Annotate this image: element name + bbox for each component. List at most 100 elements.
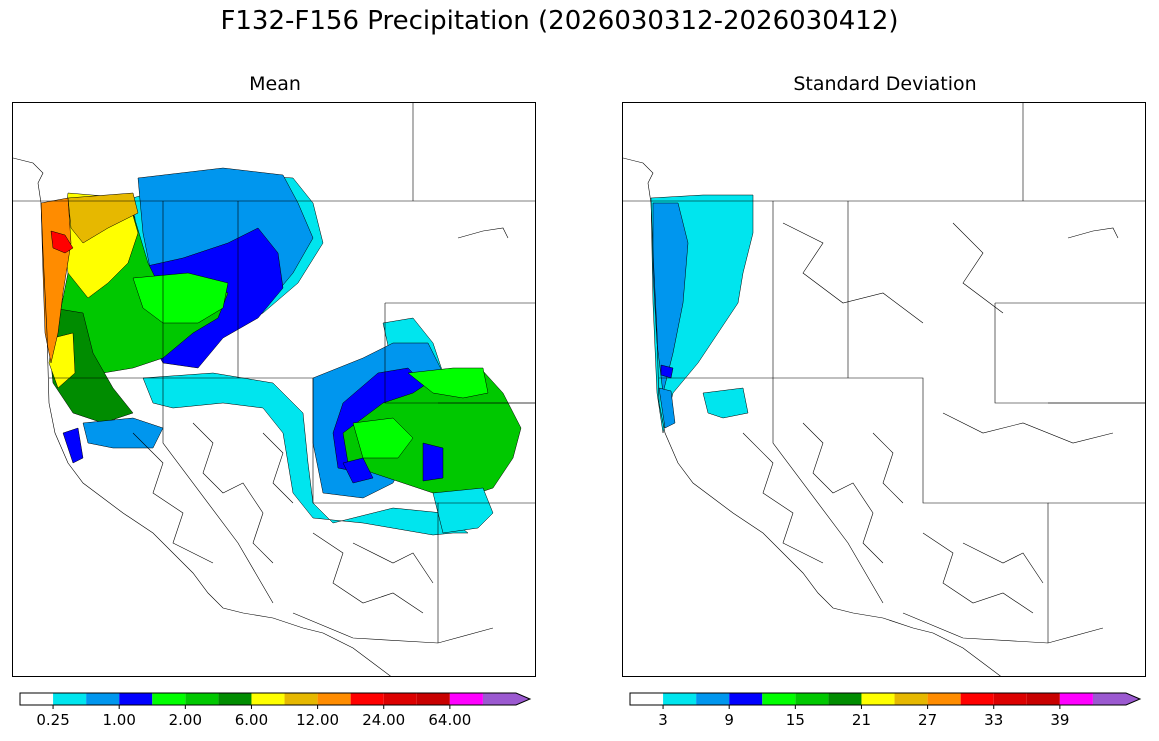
mean-colorbar-tick-label: 1.00 [102,711,136,729]
mean-colorbar-bin-8 [284,693,318,705]
std-colorbar-tick-label: 27 [918,711,938,729]
mean-fill-red [50,230,74,254]
mean-colorbar-tick-label: 24.00 [362,711,406,729]
mean-state-line-7 [162,378,274,604]
std-colorbar-tick-label: 9 [724,711,734,729]
std-colorbar-bin-0 [630,693,664,705]
std-panel-title: Standard Deviation [793,73,977,95]
std-colorbar-bin-11 [993,693,1027,705]
std-colorbar-bin-5 [795,693,829,705]
std-state-line-1 [772,201,1049,643]
mean-precip-fill [40,167,522,536]
std-state-line-5 [1048,402,1145,504]
std-colorbar-bin-12 [1026,693,1060,705]
std-basins-c [922,532,1034,614]
mean-map [12,102,536,677]
std-colorbar-tick-label: 39 [1050,711,1070,729]
mean-colorbar-bin-13 [449,693,483,705]
mean-colorbar-bin-0 [20,693,54,705]
mean-fill-darkblue-coast [62,427,84,464]
mean-colorbar-tick-label: 0.25 [36,711,70,729]
std-basins-f [782,222,924,324]
mean-colorbar-extend-arrow [482,693,530,705]
std-colorbar-bin-8 [894,693,928,705]
std-state-line-7 [772,378,884,604]
std-colorbar-tick-label: 33 [984,711,1004,729]
mean-fill-brightgreen-east [407,367,489,399]
mean-fill-brightgreen-east-2 [352,417,414,459]
mean-fill-cyan-basin [142,372,469,536]
mean-state-line-8 [292,612,494,644]
std-basins-b [742,432,824,564]
mean-colorbar-bin-3 [119,693,153,705]
std-map [622,102,1146,677]
std-great-lake [1067,227,1119,239]
mean-colorbar-outline [19,692,532,706]
std-colorbar-tick-label: 21 [851,711,871,729]
mean-colorbar-bin-12 [416,693,450,705]
std-basins-e [962,542,1044,584]
mean-colorbar-bin-1 [53,693,87,705]
std-colorbar-bin-3 [729,693,763,705]
mean-panel-title: Mean [249,73,301,95]
mean-fill-brightgreen-1 [132,272,229,324]
mean-colorbar-tick-label: 6.00 [234,711,269,729]
mean-state-line-5 [438,402,535,504]
mean-fill-blue-coast [82,417,164,449]
std-colorbar-bin-7 [861,693,895,705]
mean-colorbar-svg [19,692,532,709]
std-colorbar-bin-2 [696,693,730,705]
std-colorbar-tick-label: 3 [658,711,668,729]
mean-map-svg [13,103,535,676]
mean-great-lake [457,227,509,239]
mean-colorbar-tick-label: 2.00 [168,711,203,729]
std-colorbar-bin-1 [663,693,697,705]
mean-state-line-1 [162,201,439,643]
mean-basins-d [262,432,294,504]
std-basin-outlines [623,103,1145,676]
std-colorbar-tick-label: 15 [785,711,805,729]
std-colorbar-bin-13 [1059,693,1093,705]
mean-basins-e [352,542,434,584]
mean-fill-darkblue-east-3 [422,442,444,482]
std-fill-blue-nw [652,202,689,394]
mean-coastline [13,157,391,676]
std-basins-h [942,412,1114,444]
std-state-line-4 [994,303,1145,404]
std-colorbar-outline [629,692,1142,706]
mean-fill-cyan-southeast [432,487,494,534]
mean-colorbar-bin-11 [383,693,417,705]
std-basins-a [802,422,884,564]
mean-fill-gold [67,192,139,244]
mean-basins-b [132,432,214,564]
mean-colorbar-bin-6 [218,693,252,705]
mean-colorbar [19,690,532,709]
std-fill-cyan-ne [702,387,749,419]
mean-colorbar-tick-label: 12.00 [296,711,340,729]
mean-colorbar-tick-label: 64.00 [428,711,472,729]
mean-fill-yellow-2 [48,332,76,389]
mean-colorbar-bin-4 [152,693,186,705]
std-map-svg [623,103,1145,676]
std-colorbar-svg [629,692,1142,709]
mean-basins-c [312,532,424,614]
std-basins-d [872,432,904,504]
std-precip-fill [650,194,754,434]
mean-colorbar-bin-2 [86,693,120,705]
figure-title: F132-F156 Precipitation (2026030312-2026… [220,6,899,36]
std-basins-g [952,222,1004,314]
std-colorbar [629,690,1142,709]
std-coastline [623,157,1001,676]
mean-basins-a [192,422,274,564]
mean-basin-outlines [13,103,535,676]
mean-fill-darkblue-east-2 [342,457,374,484]
mean-colorbar-bin-9 [317,693,351,705]
mean-colorbar-bin-5 [185,693,219,705]
mean-colorbar-bin-7 [251,693,285,705]
std-colorbar-bin-4 [762,693,796,705]
std-colorbar-bin-6 [828,693,862,705]
mean-colorbar-bin-10 [350,693,384,705]
std-fill-blue-coast [658,387,676,429]
std-state-line-8 [902,612,1104,644]
std-colorbar-bin-9 [927,693,961,705]
